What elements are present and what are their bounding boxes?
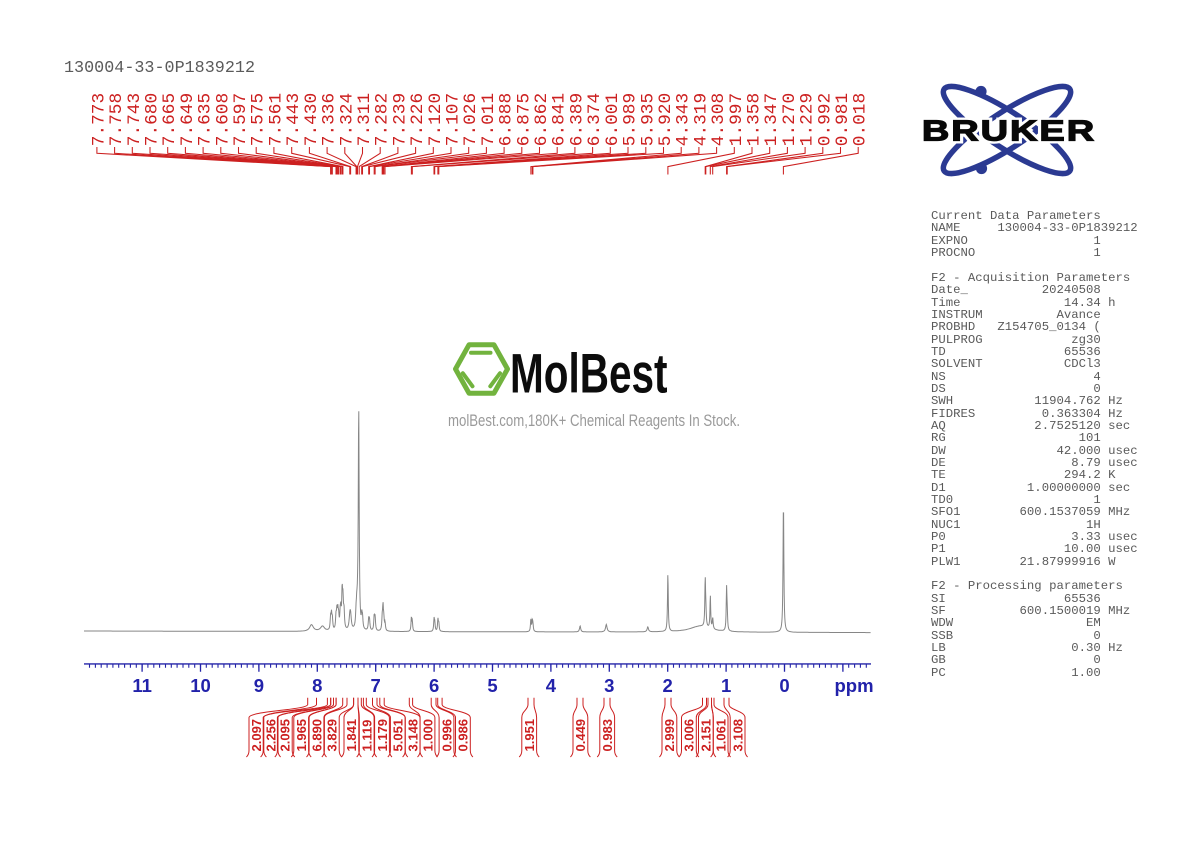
svg-text:1.179: 1.179 bbox=[375, 719, 390, 752]
svg-text:1.358: 1.358 bbox=[745, 93, 765, 146]
svg-text:3.108: 3.108 bbox=[730, 719, 745, 752]
svg-text:1.347: 1.347 bbox=[762, 93, 782, 146]
svg-text:8: 8 bbox=[312, 675, 322, 696]
svg-text:0.996: 0.996 bbox=[439, 719, 454, 752]
svg-text:7.665: 7.665 bbox=[160, 93, 180, 146]
svg-text:7.107: 7.107 bbox=[444, 93, 464, 146]
svg-text:0.018: 0.018 bbox=[851, 93, 871, 146]
svg-text:7.758: 7.758 bbox=[107, 93, 127, 146]
svg-text:5.051: 5.051 bbox=[391, 719, 406, 752]
svg-text:6.001: 6.001 bbox=[603, 93, 623, 146]
svg-text:3.006: 3.006 bbox=[682, 719, 697, 752]
svg-text:7: 7 bbox=[371, 675, 381, 696]
svg-text:3.829: 3.829 bbox=[325, 719, 340, 752]
svg-text:1.270: 1.270 bbox=[780, 93, 800, 146]
svg-text:4.308: 4.308 bbox=[709, 93, 729, 146]
svg-text:130004-33-0P1839212: 130004-33-0P1839212 bbox=[64, 58, 255, 77]
svg-text:7.635: 7.635 bbox=[196, 93, 216, 146]
svg-text:6.890: 6.890 bbox=[309, 719, 324, 752]
svg-text:7.311: 7.311 bbox=[355, 93, 375, 146]
svg-text:MolBest: MolBest bbox=[510, 343, 668, 405]
svg-text:2.097: 2.097 bbox=[249, 719, 264, 752]
svg-text:7.608: 7.608 bbox=[213, 93, 233, 146]
svg-text:6.888: 6.888 bbox=[497, 93, 517, 146]
svg-text:7.680: 7.680 bbox=[143, 93, 163, 146]
svg-text:4.343: 4.343 bbox=[674, 93, 694, 146]
svg-text:5.935: 5.935 bbox=[638, 93, 658, 146]
svg-text:3: 3 bbox=[604, 675, 614, 696]
svg-text:6: 6 bbox=[429, 675, 439, 696]
svg-text:2.151: 2.151 bbox=[699, 719, 714, 752]
svg-text:7.239: 7.239 bbox=[390, 93, 410, 146]
svg-text:7.561: 7.561 bbox=[266, 93, 286, 146]
svg-text:7.575: 7.575 bbox=[249, 93, 269, 146]
svg-text:7.011: 7.011 bbox=[479, 93, 499, 146]
svg-text:1.841: 1.841 bbox=[344, 719, 359, 752]
svg-text:7.324: 7.324 bbox=[337, 93, 357, 146]
svg-text:7.649: 7.649 bbox=[178, 93, 198, 146]
svg-text:4: 4 bbox=[546, 675, 557, 696]
svg-text:0.449: 0.449 bbox=[573, 719, 588, 752]
svg-text:2: 2 bbox=[663, 675, 673, 696]
svg-text:7.443: 7.443 bbox=[284, 93, 304, 146]
svg-text:6.862: 6.862 bbox=[532, 93, 552, 146]
svg-text:BRUKER: BRUKER bbox=[922, 115, 1096, 148]
svg-text:1.951: 1.951 bbox=[522, 719, 537, 752]
svg-text:6.374: 6.374 bbox=[585, 93, 605, 146]
svg-text:7.743: 7.743 bbox=[125, 93, 145, 146]
svg-text:molBest.com,180K+ Chemical Rea: molBest.com,180K+ Chemical Reagents In S… bbox=[448, 412, 740, 430]
svg-text:2.999: 2.999 bbox=[662, 719, 677, 752]
svg-text:6.841: 6.841 bbox=[550, 93, 570, 146]
svg-text:6.875: 6.875 bbox=[514, 93, 534, 146]
svg-text:BRUKER: BRUKER bbox=[922, 115, 1096, 148]
svg-text:2.256: 2.256 bbox=[263, 719, 278, 752]
svg-text:1.061: 1.061 bbox=[713, 719, 728, 752]
svg-text:7.226: 7.226 bbox=[408, 93, 428, 146]
svg-text:7.597: 7.597 bbox=[231, 93, 251, 146]
svg-text:0.986: 0.986 bbox=[456, 719, 471, 752]
svg-text:7.773: 7.773 bbox=[89, 93, 109, 146]
svg-text:5: 5 bbox=[487, 675, 497, 696]
svg-text:1.229: 1.229 bbox=[798, 93, 818, 146]
svg-text:5.920: 5.920 bbox=[656, 93, 676, 146]
svg-text:0.983: 0.983 bbox=[600, 719, 615, 752]
svg-text:0: 0 bbox=[779, 675, 789, 696]
svg-text:7.026: 7.026 bbox=[461, 93, 481, 146]
svg-text:3.148: 3.148 bbox=[405, 719, 420, 752]
svg-text:1.000: 1.000 bbox=[420, 719, 435, 752]
svg-text:5.989: 5.989 bbox=[621, 93, 641, 146]
svg-text:9: 9 bbox=[254, 675, 264, 696]
svg-text:7.430: 7.430 bbox=[302, 93, 322, 146]
svg-text:11: 11 bbox=[132, 675, 152, 696]
svg-text:7.336: 7.336 bbox=[320, 93, 340, 146]
svg-text:2.095: 2.095 bbox=[278, 719, 293, 752]
svg-text:7.120: 7.120 bbox=[426, 93, 446, 146]
svg-text:0.992: 0.992 bbox=[815, 93, 835, 146]
svg-text:6.389: 6.389 bbox=[567, 93, 587, 146]
svg-text:1.965: 1.965 bbox=[294, 719, 309, 752]
svg-text:4.319: 4.319 bbox=[691, 93, 711, 146]
svg-text:7.282: 7.282 bbox=[373, 93, 393, 146]
svg-text:ppm: ppm bbox=[834, 675, 873, 696]
svg-text:0.981: 0.981 bbox=[833, 93, 853, 146]
svg-text:1.119: 1.119 bbox=[360, 720, 375, 752]
svg-text:1: 1 bbox=[721, 675, 731, 696]
svg-text:10: 10 bbox=[190, 675, 211, 696]
svg-text:1.997: 1.997 bbox=[727, 93, 747, 146]
